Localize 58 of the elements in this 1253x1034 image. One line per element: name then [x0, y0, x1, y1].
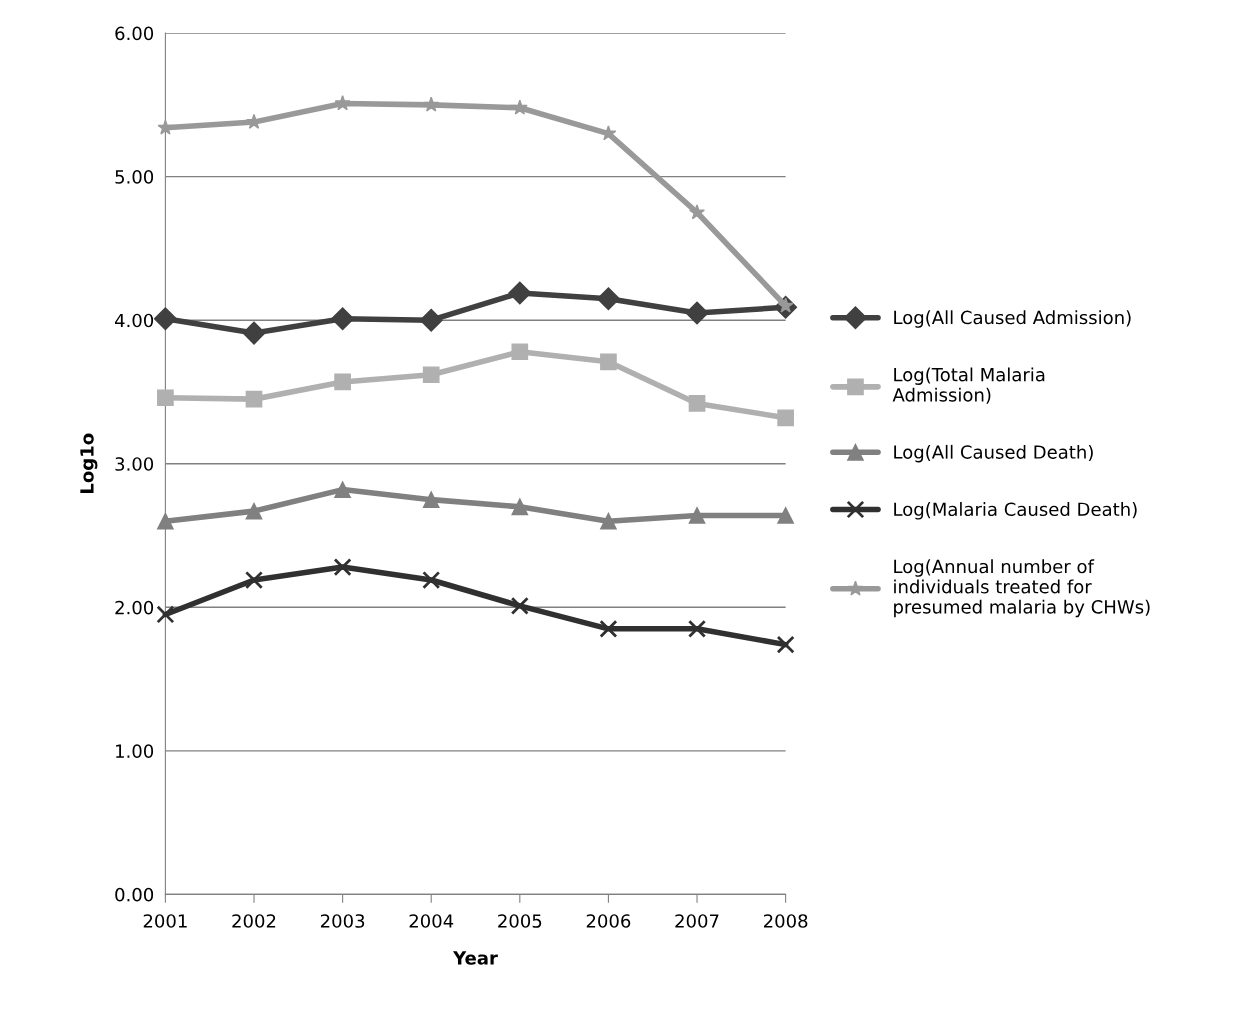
legend-label: Log(Total Malaria Admission): [892, 367, 1045, 404]
point: [333, 558, 352, 577]
x-tick-label: 2006: [586, 914, 631, 928]
point: [422, 366, 440, 384]
point: [245, 502, 263, 520]
point: [157, 389, 174, 407]
x-tick-label: 2008: [763, 914, 808, 928]
point: [688, 395, 706, 412]
point: [599, 619, 618, 638]
point: [157, 119, 174, 135]
y-tick-label: 1.00: [116, 744, 154, 758]
point: [242, 321, 266, 345]
y-tick-label: 4.00: [114, 313, 154, 328]
x-tick-label: 2005: [498, 914, 542, 928]
point: [689, 204, 705, 220]
point: [510, 596, 529, 615]
x-axis-title: Year: [452, 951, 498, 965]
legend-label: Log(All Caused Admission): [894, 310, 1131, 328]
point: [511, 99, 528, 115]
point: [422, 571, 441, 590]
point: [600, 353, 617, 371]
point: [244, 571, 264, 590]
y-tick-label: 6.00: [115, 26, 154, 41]
point: [508, 281, 532, 305]
point: [423, 96, 440, 112]
x-tick-label: 2004: [409, 914, 454, 928]
y-tick-label: 2.00: [115, 600, 154, 615]
legend-label: Log(Malaria Caused Death): [894, 502, 1137, 520]
point: [688, 619, 707, 638]
point: [331, 307, 355, 331]
point: [156, 605, 175, 624]
x-tick-label: 2007: [675, 914, 719, 928]
legend-label: Log(Annual number of individuals treated for presumed malaria by CHWs): [894, 559, 1150, 618]
point: [685, 301, 709, 325]
y-tick-label: 0.00: [115, 887, 154, 902]
point: [334, 481, 351, 498]
point: [157, 512, 174, 530]
point: [511, 498, 529, 516]
point: [422, 491, 440, 508]
legend-label: Log(All Caused Death): [894, 444, 1093, 463]
y-tick-label: 3.00: [115, 457, 154, 471]
point: [596, 287, 620, 311]
point: [688, 507, 706, 524]
point: [511, 343, 529, 361]
x-tick-label: 2003: [320, 914, 365, 928]
point: [419, 308, 443, 332]
y-tick-label: 5.00: [115, 170, 154, 184]
point: [153, 307, 177, 331]
point: [776, 635, 795, 654]
point: [334, 373, 351, 391]
x-tick-label: 2001: [143, 914, 187, 928]
point: [245, 390, 263, 408]
point: [777, 507, 794, 524]
point: [777, 409, 794, 427]
x-tick-label: 2002: [232, 914, 276, 928]
point: [334, 95, 351, 111]
y-axis-title: Log1o: [80, 433, 98, 493]
point: [600, 512, 617, 530]
